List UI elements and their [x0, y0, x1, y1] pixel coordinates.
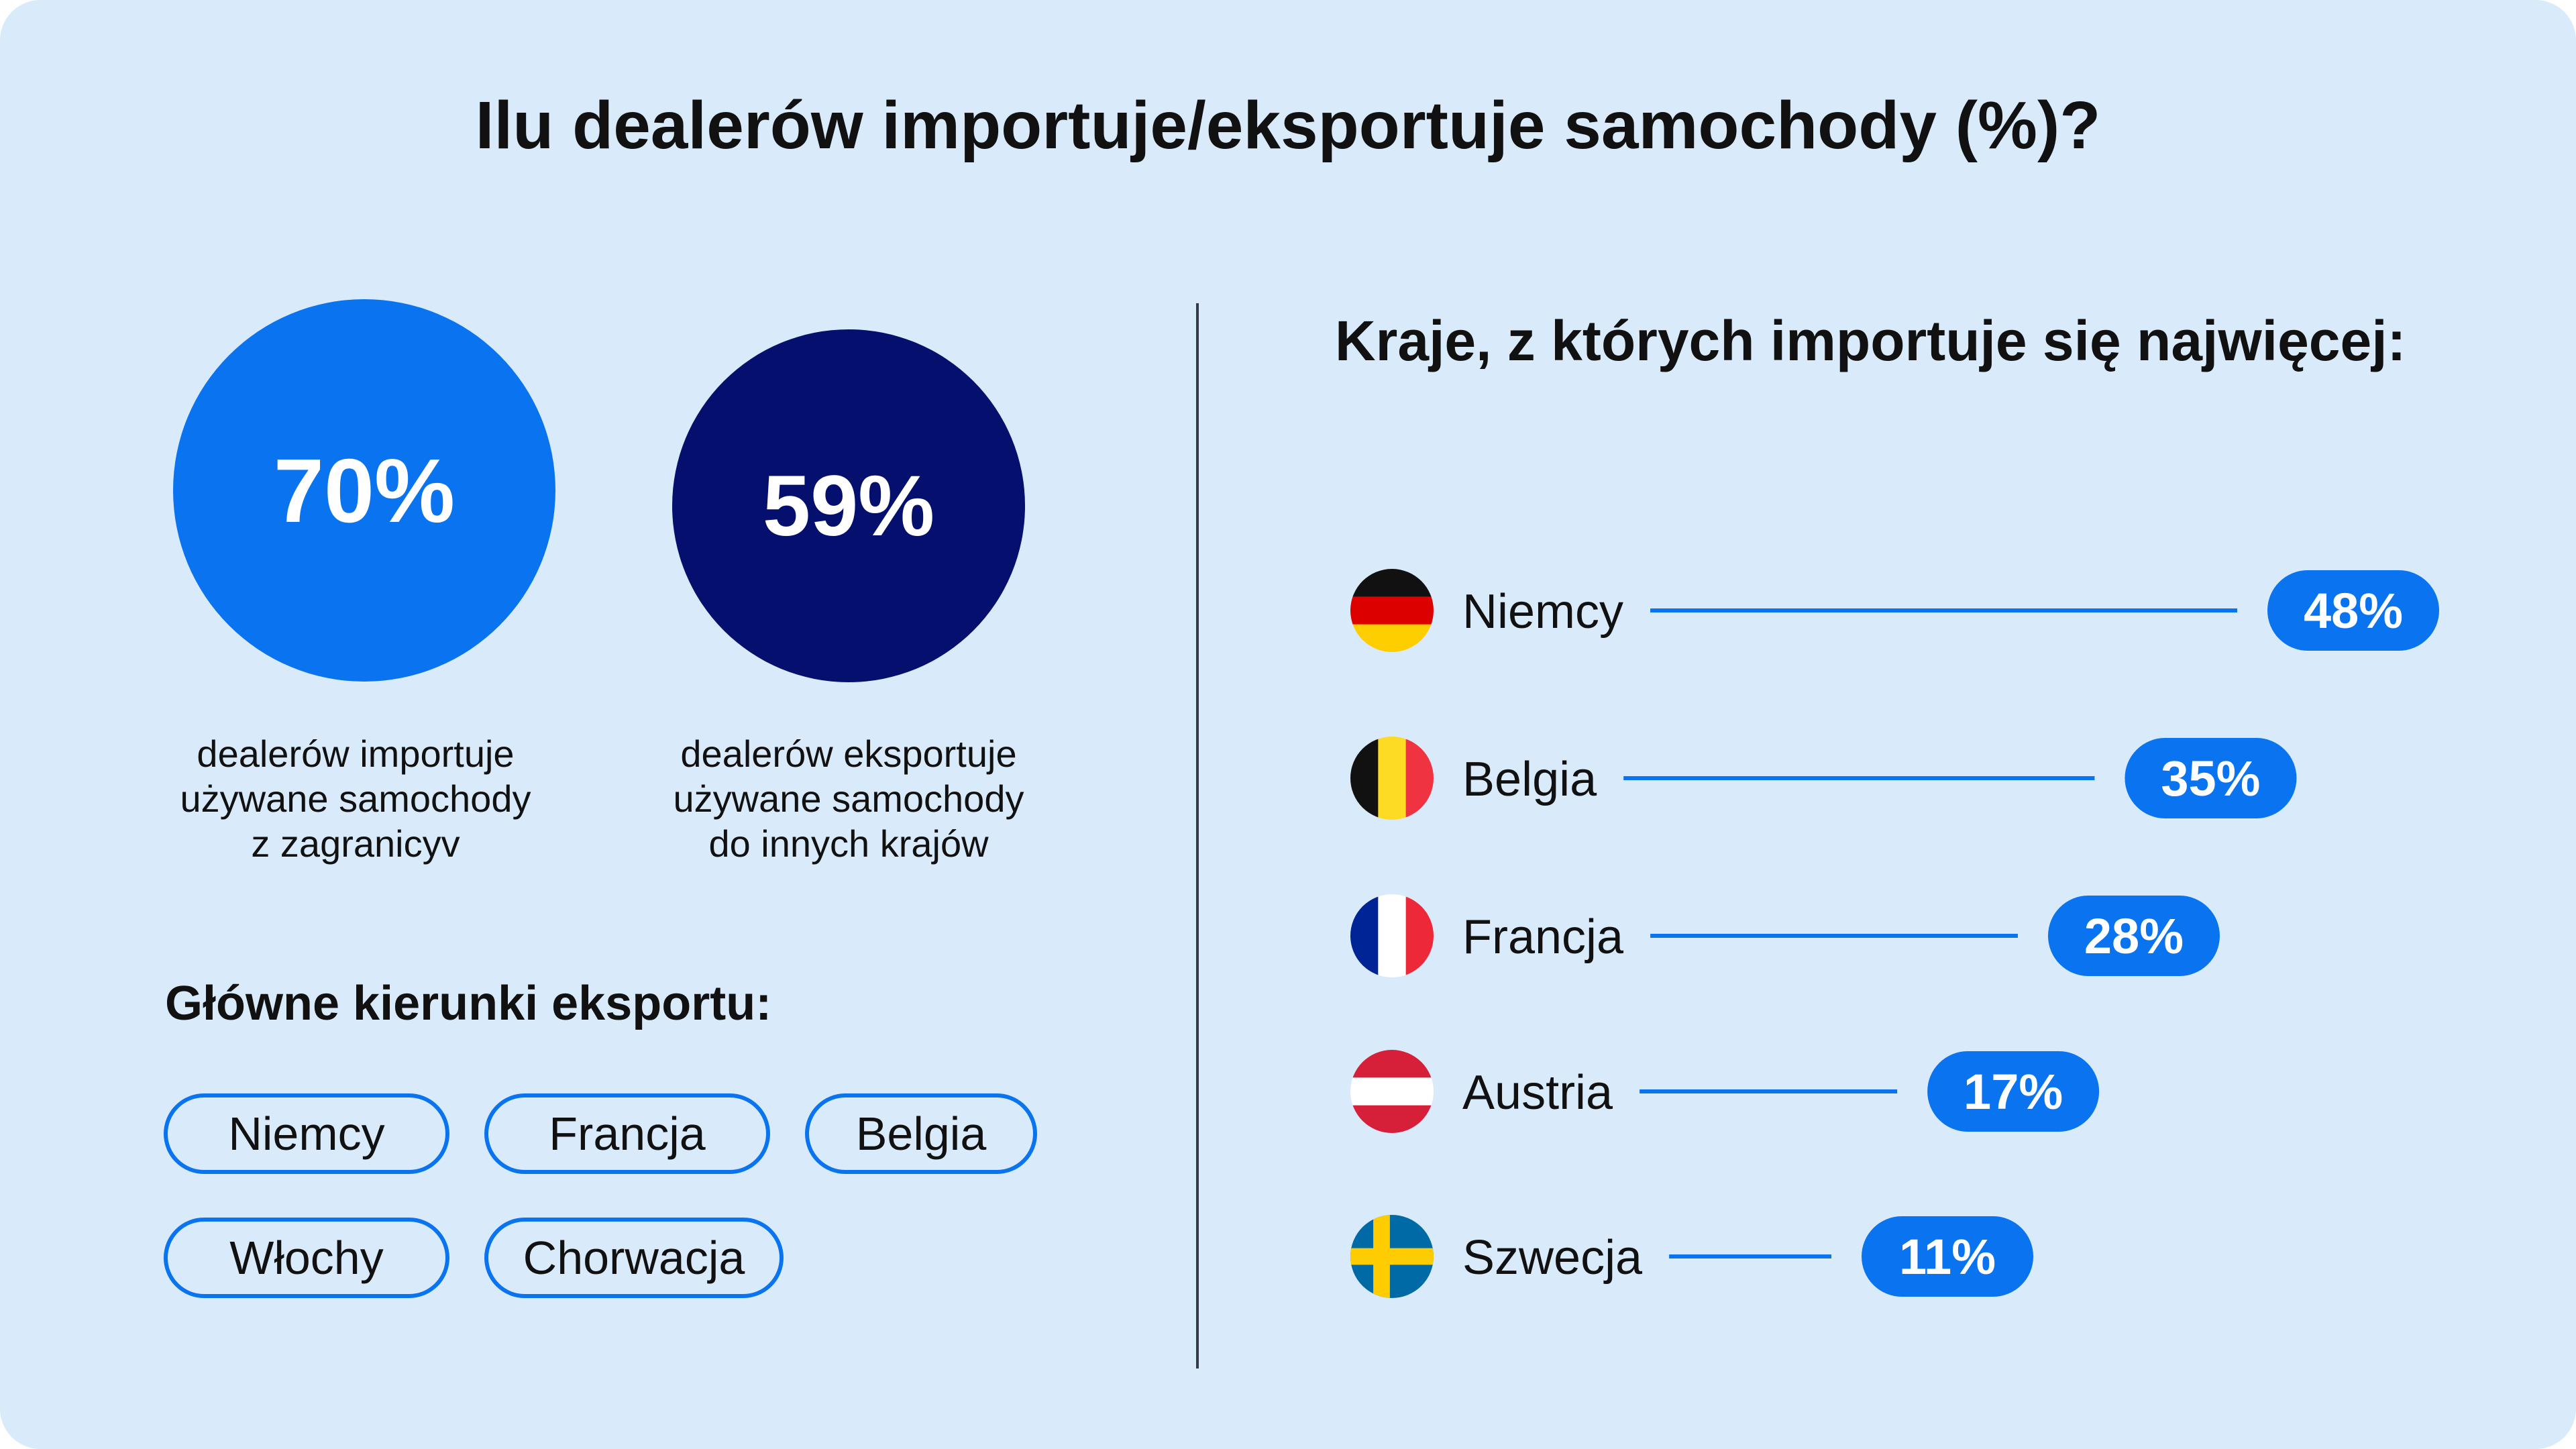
flag-germany-icon [1350, 569, 1434, 652]
export-stat-circle: 59% [672, 329, 1025, 682]
caption-line: używane samochody [673, 777, 1024, 820]
bar-category-label: Szwecja [1462, 1231, 1643, 1285]
bar-value-pill [2125, 738, 2297, 818]
export-pill: Belgia [805, 1093, 1037, 1174]
import-stat-value: 70% [273, 439, 455, 541]
export-pill: Niemcy [164, 1093, 449, 1174]
bar-category-label: Belgia [1462, 753, 1597, 806]
import-stat-caption: dealerów importuje używane samochody z z… [134, 731, 577, 866]
export-pill: Włochy [164, 1218, 449, 1298]
caption-line: do innych krajów [708, 822, 989, 865]
bar-value-label: 48% [2304, 583, 2403, 639]
bar-value-label: 17% [1964, 1064, 2063, 1120]
caption-line: dealerów eksportuje [680, 733, 1017, 775]
export-stat-caption: dealerów eksportuje używane samochody do… [627, 731, 1070, 866]
caption-line: używane samochody [180, 777, 531, 820]
page-title: Ilu dealerów importuje/eksportuje samoch… [475, 88, 2101, 163]
bar-value-pill [1862, 1216, 2033, 1297]
section-divider [1196, 303, 1199, 1368]
import-stat-circle: 70% [173, 299, 555, 682]
bar-category-label: Austria [1462, 1066, 1613, 1120]
export-pill: Chorwacja [484, 1218, 784, 1298]
bar-category-label: Francja [1462, 910, 1624, 964]
bar-value-pill [2267, 570, 2439, 651]
flag-sweden-icon [1350, 1215, 1434, 1298]
export-destinations-heading: Główne kierunki eksportu: [165, 977, 772, 1030]
flag-belgium-icon [1350, 737, 1434, 820]
flag-france-icon [1350, 894, 1434, 977]
export-pill: Francja [484, 1093, 770, 1174]
bar-value-label: 11% [1899, 1229, 1996, 1285]
export-stat-value: 59% [762, 458, 935, 554]
caption-line: z zagranicyv [251, 822, 460, 865]
bar-category-label: Niemcy [1462, 585, 1623, 639]
caption-line: dealerów importuje [197, 733, 515, 775]
bar-value-label: 28% [2084, 908, 2184, 964]
import-countries-heading: Kraje, z których importuje się najwięcej… [1335, 309, 2406, 372]
bar-value-label: 35% [2161, 751, 2260, 806]
bar-value-pill [1927, 1051, 2100, 1132]
flag-austria-icon [1350, 1050, 1434, 1133]
bar-value-pill [2047, 896, 2220, 976]
